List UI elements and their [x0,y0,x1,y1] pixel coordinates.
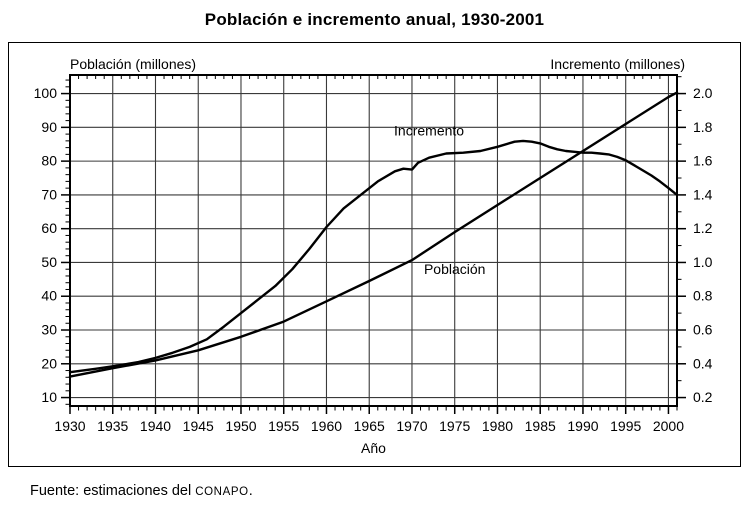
right-tick-label: 1.8 [693,119,713,135]
x-tick-label: 1965 [354,418,385,434]
figure-border: 1930 1935 1940 1945 1950 1955 1960 1965 1970 1975… [8,42,741,467]
x-tick-label: 1940 [140,418,171,434]
left-tick-label: 70 [41,186,57,202]
right-axis-title: Incremento (millones) [550,56,685,72]
x-tick-label: 1950 [225,418,256,434]
right-tick-label: 0.6 [693,322,713,338]
right-tick-label: 1.2 [693,220,713,236]
chart-canvas: 1930 1935 1940 1945 1950 1955 1960 1965 1970 1975… [34,56,713,456]
x-axis-title: Año [361,440,386,456]
right-tick-label: 2.0 [693,85,713,101]
right-tick-label: 0.4 [693,355,713,371]
source-org: CONAPO [195,486,249,498]
x-tick-label: 1935 [97,418,128,434]
left-tick-label: 90 [41,119,57,135]
plot-frame [69,74,678,407]
left-tick-label: 100 [34,85,58,101]
chart-title: Población e incremento anual, 1930-2001 [204,10,545,29]
x-tick-label: 2000 [653,418,684,434]
x-tick-label: 1930 [54,418,85,434]
source-period: . [248,483,253,499]
left-tick-label: 20 [41,355,57,371]
x-tick-label: 1960 [311,418,342,434]
series-label: Incremento [394,123,464,139]
right-tick-label: 1.6 [693,153,713,169]
x-tick-label: 1990 [567,418,598,434]
left-axis-title: Población (millones) [70,56,196,72]
left-tick-label: 50 [41,254,57,270]
series-line-poblacion [68,91,679,378]
left-tick-label: 30 [41,322,57,338]
right-tick-label: 1.0 [693,254,713,270]
x-tick-label: 1970 [396,418,427,434]
x-tick-label: 1955 [268,418,299,434]
x-tick-label: 1975 [439,418,470,434]
x-tick-label: 1985 [525,418,556,434]
right-tick-label: 0.8 [693,288,713,304]
x-tick-label: 1980 [482,418,513,434]
left-tick-label: 60 [41,220,57,236]
left-tick-label: 80 [41,153,57,169]
right-tick-label: 0.2 [693,389,713,405]
x-tick-label: 1995 [610,418,641,434]
x-tick-label: 1945 [183,418,214,434]
source-note: Fuente: estimaciones del CONAPO. [30,483,253,499]
series-line-incremento [68,139,679,374]
source-text: Fuente: estimaciones del [30,483,196,499]
right-tick-label: 1.4 [693,186,713,202]
series-label: Población [424,261,486,277]
left-tick-label: 10 [41,389,57,405]
left-tick-label: 40 [41,288,57,304]
